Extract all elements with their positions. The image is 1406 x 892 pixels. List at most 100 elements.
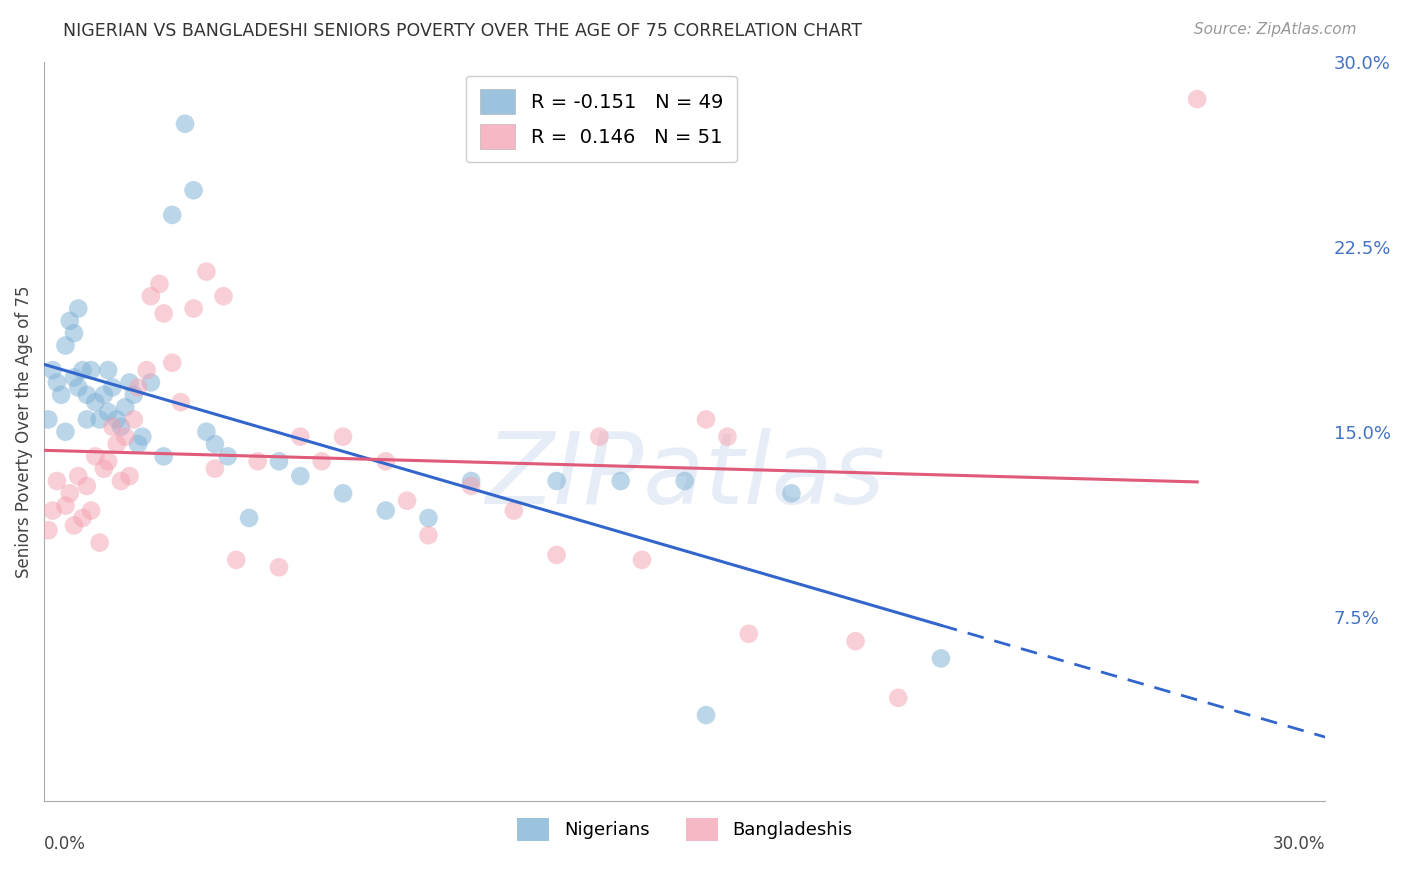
Text: 0.0%: 0.0% [44, 835, 86, 853]
Point [97, 454, 120, 468]
Point [738, 627, 761, 641]
Point [212, 289, 235, 303]
Point [63, 518, 86, 533]
Point [51, 388, 73, 402]
Point [135, 363, 157, 377]
Point [609, 474, 631, 488]
Point [695, 412, 717, 426]
Point [238, 511, 260, 525]
Point [225, 553, 247, 567]
Point [97, 405, 120, 419]
Y-axis label: Seniors Poverty Over the Age of 75: Seniors Poverty Over the Age of 75 [15, 285, 32, 578]
Point [76, 412, 98, 426]
Point [546, 474, 568, 488]
Point [45, 474, 67, 488]
Point [160, 208, 183, 222]
Point [37, 412, 59, 426]
Point [267, 454, 290, 468]
Point [311, 454, 333, 468]
Point [195, 425, 218, 439]
Point [105, 412, 128, 426]
Point [183, 183, 205, 197]
Point [170, 395, 193, 409]
Point [418, 528, 440, 542]
Point [63, 370, 86, 384]
Point [131, 430, 153, 444]
Point [101, 419, 124, 434]
Point [63, 326, 86, 341]
Point [67, 469, 90, 483]
Point [84, 395, 107, 409]
Point [246, 454, 269, 468]
Point [460, 479, 482, 493]
Point [101, 380, 124, 394]
Point [89, 535, 111, 549]
Point [396, 493, 419, 508]
Point [114, 430, 136, 444]
Point [76, 479, 98, 493]
Point [374, 454, 396, 468]
Point [76, 388, 98, 402]
Point [929, 651, 952, 665]
Point [118, 376, 141, 390]
Point [93, 388, 115, 402]
Point [80, 363, 103, 377]
Point [45, 376, 67, 390]
Point [204, 461, 226, 475]
Point [89, 412, 111, 426]
Point [460, 474, 482, 488]
Legend: Nigerians, Bangladeshis: Nigerians, Bangladeshis [509, 811, 860, 847]
Point [148, 277, 170, 291]
Text: NIGERIAN VS BANGLADESHI SENIORS POVERTY OVER THE AGE OF 75 CORRELATION CHART: NIGERIAN VS BANGLADESHI SENIORS POVERTY … [63, 22, 862, 40]
Point [290, 430, 312, 444]
Point [195, 264, 218, 278]
Point [716, 430, 738, 444]
Point [160, 356, 183, 370]
Point [332, 430, 354, 444]
Point [139, 289, 162, 303]
Point [139, 376, 162, 390]
Point [502, 503, 524, 517]
Point [332, 486, 354, 500]
Point [72, 363, 94, 377]
Point [546, 548, 568, 562]
Point [418, 511, 440, 525]
Text: Source: ZipAtlas.com: Source: ZipAtlas.com [1194, 22, 1357, 37]
Point [1185, 92, 1208, 106]
Text: 30.0%: 30.0% [1272, 835, 1326, 853]
Point [59, 314, 82, 328]
Point [114, 400, 136, 414]
Point [72, 511, 94, 525]
Point [267, 560, 290, 574]
Point [127, 437, 149, 451]
Point [118, 469, 141, 483]
Point [67, 380, 90, 394]
Point [110, 474, 132, 488]
Text: ZIPatlas: ZIPatlas [485, 427, 884, 524]
Point [55, 499, 77, 513]
Point [174, 117, 197, 131]
Point [110, 419, 132, 434]
Point [105, 437, 128, 451]
Point [217, 450, 239, 464]
Point [80, 503, 103, 517]
Point [588, 430, 610, 444]
Point [887, 690, 910, 705]
Point [127, 380, 149, 394]
Point [631, 553, 654, 567]
Point [37, 524, 59, 538]
Point [844, 634, 866, 648]
Point [41, 363, 63, 377]
Point [122, 388, 145, 402]
Point [290, 469, 312, 483]
Point [695, 708, 717, 723]
Point [55, 425, 77, 439]
Point [41, 503, 63, 517]
Point [780, 486, 803, 500]
Point [55, 338, 77, 352]
Point [67, 301, 90, 316]
Point [183, 301, 205, 316]
Point [204, 437, 226, 451]
Point [93, 461, 115, 475]
Point [673, 474, 696, 488]
